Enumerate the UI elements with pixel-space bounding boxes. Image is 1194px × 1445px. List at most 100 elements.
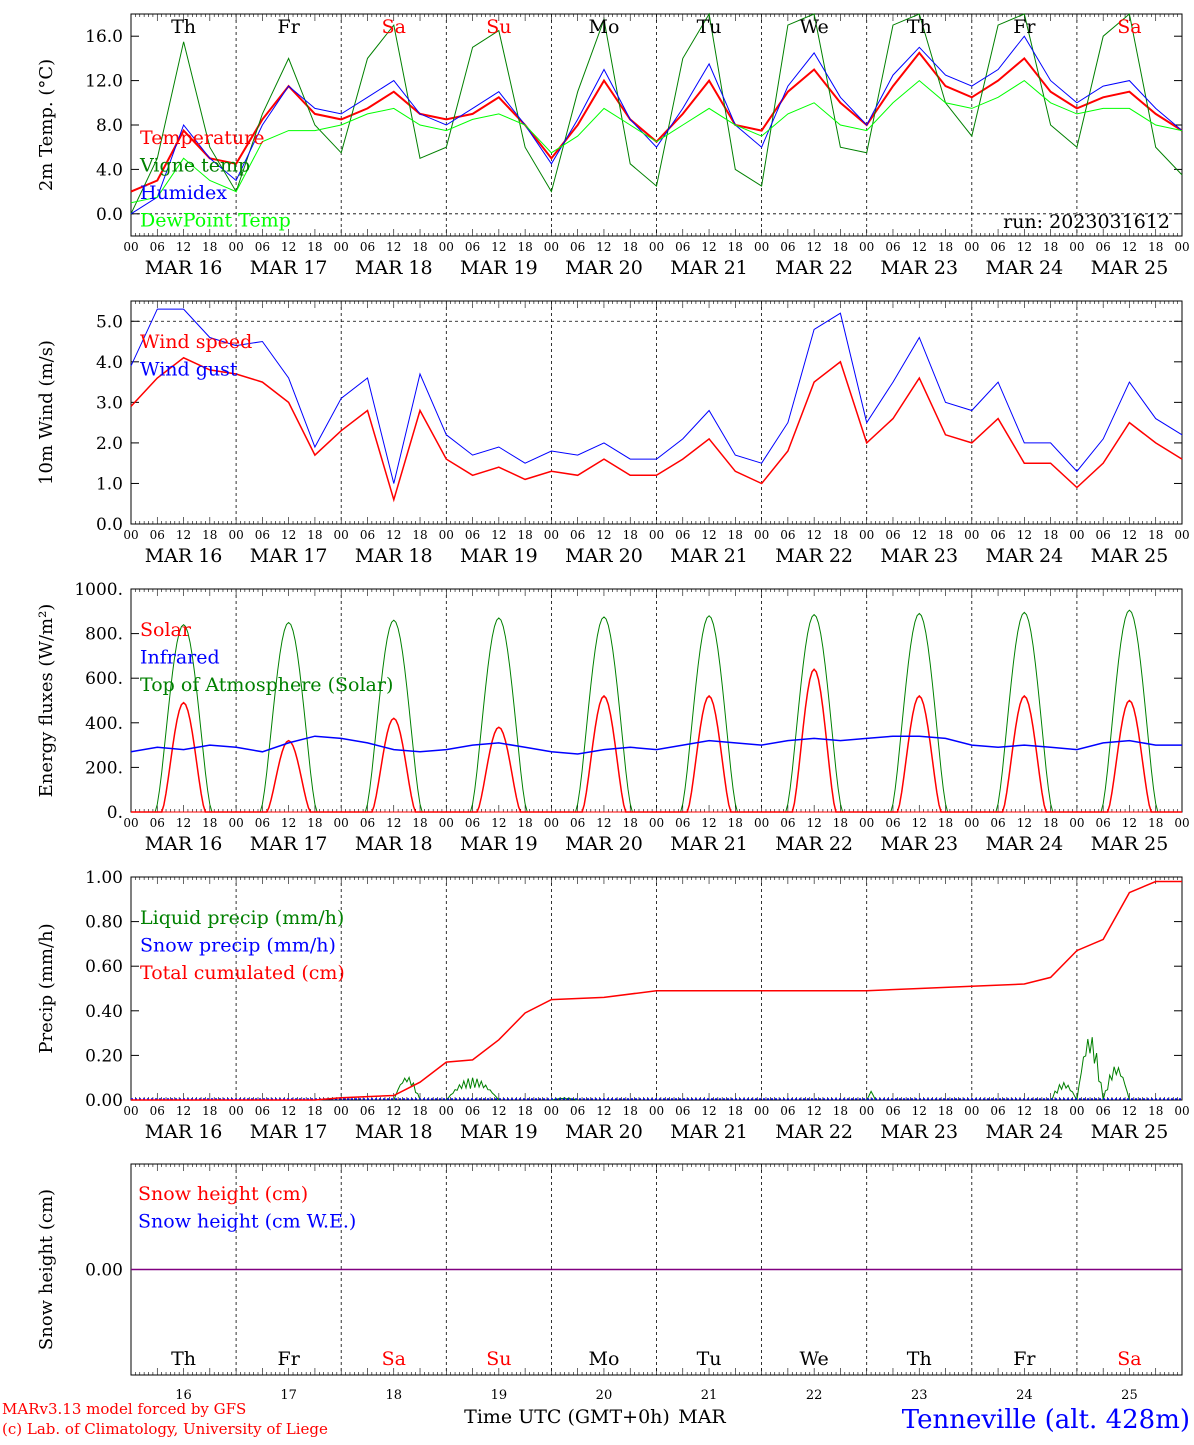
hour-tick-label: 18 <box>938 1104 953 1118</box>
hour-tick-label: 06 <box>885 528 900 542</box>
hour-tick-label: 18 <box>202 1104 217 1118</box>
hour-tick-label: 12 <box>912 240 927 254</box>
date-label: MAR 18 <box>355 257 433 279</box>
hour-tick-label: 18 <box>1148 816 1163 830</box>
y-axis-label-1: 10m Wind (m/s) <box>36 340 57 485</box>
date-label: MAR 23 <box>880 1121 958 1143</box>
day-number-label: 20 <box>596 1388 613 1403</box>
hour-tick-label: 12 <box>386 528 401 542</box>
hour-tick-label: 18 <box>517 1104 532 1118</box>
hour-tick-label: 00 <box>334 240 349 254</box>
hour-tick-label: 06 <box>570 1104 585 1118</box>
date-label: MAR 17 <box>250 545 328 567</box>
date-label: MAR 20 <box>565 1121 643 1143</box>
weekday-label: Sa <box>1117 1348 1141 1370</box>
hour-tick-label: 06 <box>150 816 165 830</box>
y-tick-label: 8.0 <box>96 116 123 136</box>
legend-item: Snow precip (mm/h) <box>140 935 336 957</box>
hour-tick-label: 00 <box>1174 816 1189 830</box>
hour-tick-label: 12 <box>912 816 927 830</box>
hour-tick-label: 00 <box>859 1104 874 1118</box>
hour-tick-label: 06 <box>990 816 1005 830</box>
day-number-label: 22 <box>806 1388 823 1403</box>
date-label: MAR 17 <box>250 257 328 279</box>
hour-tick-label: 06 <box>360 816 375 830</box>
run-label: run: 2023031612 <box>1003 211 1170 233</box>
y-tick-label: 0.60 <box>85 957 123 977</box>
legend-item: DewPoint Temp <box>140 210 291 232</box>
hour-tick-label: 06 <box>150 240 165 254</box>
hour-tick-label: 12 <box>596 240 611 254</box>
hour-tick-label: 12 <box>701 528 716 542</box>
date-label: MAR 25 <box>1091 257 1169 279</box>
date-label: MAR 17 <box>250 1121 328 1143</box>
series-line <box>130 308 1183 484</box>
hour-tick-label: 00 <box>649 816 664 830</box>
legend-item: Wind gust <box>140 359 238 381</box>
x-axis-label: Time UTC (GMT+0h) <box>464 1406 670 1428</box>
hour-tick-label: 18 <box>938 240 953 254</box>
hour-tick-label: 06 <box>465 816 480 830</box>
y-tick-label: 0.00 <box>85 1091 123 1111</box>
hour-tick-label: 18 <box>202 528 217 542</box>
y-axis-label-2: Energy fluxes (W/m²) <box>36 604 57 798</box>
hour-tick-label: 06 <box>465 1104 480 1118</box>
hour-tick-label: 00 <box>649 528 664 542</box>
liquid-precip-line <box>866 1090 876 1101</box>
hour-tick-label: 00 <box>1174 528 1189 542</box>
date-label: MAR 17 <box>250 833 328 855</box>
hour-tick-label: 00 <box>859 816 874 830</box>
legend-item: Snow height (cm W.E.) <box>138 1211 356 1233</box>
legend-item: Temperature <box>140 127 264 149</box>
date-label: MAR 20 <box>565 833 643 855</box>
y-tick-label: 4.0 <box>96 353 123 373</box>
hour-tick-label: 18 <box>1148 528 1163 542</box>
hour-tick-label: 00 <box>1174 1104 1189 1118</box>
hour-tick-label: 18 <box>1043 240 1058 254</box>
hour-tick-label: 18 <box>202 240 217 254</box>
hour-tick-label: 06 <box>675 528 690 542</box>
date-label: MAR 21 <box>670 545 748 567</box>
hour-tick-label: 06 <box>1096 528 1111 542</box>
legend-item: Total cumulated (cm) <box>140 962 345 984</box>
hour-tick-label: 18 <box>728 240 743 254</box>
date-label: MAR 24 <box>985 257 1063 279</box>
credit-line-1: MARv3.13 model forced by GFS <box>2 1400 246 1418</box>
legend-item: Top of Atmosphere (Solar) <box>140 674 393 696</box>
date-label: MAR 16 <box>145 545 223 567</box>
day-number-label: 17 <box>280 1388 297 1403</box>
hour-tick-label: 00 <box>964 240 979 254</box>
hour-tick-label: 12 <box>1017 816 1032 830</box>
hour-tick-label: 00 <box>123 240 138 254</box>
hour-tick-label: 00 <box>334 816 349 830</box>
month-label: MAR <box>678 1406 726 1428</box>
hour-tick-label: 06 <box>1096 240 1111 254</box>
date-label: MAR 16 <box>145 257 223 279</box>
day-number-label: 18 <box>385 1388 402 1403</box>
hour-tick-label: 00 <box>123 528 138 542</box>
y-tick-label: 200. <box>85 758 123 778</box>
hour-tick-label: 00 <box>439 528 454 542</box>
day-number-label: 19 <box>491 1388 508 1403</box>
y-tick-label: 0.00 <box>85 1261 123 1281</box>
date-label: MAR 21 <box>670 833 748 855</box>
hour-tick-label: 18 <box>623 816 638 830</box>
hour-tick-label: 12 <box>1122 528 1137 542</box>
series-line <box>130 35 1183 215</box>
hour-tick-label: 00 <box>1069 528 1084 542</box>
y-tick-label: 16.0 <box>85 27 123 47</box>
hour-tick-label: 12 <box>386 816 401 830</box>
hour-tick-label: 18 <box>833 528 848 542</box>
hour-tick-label: 06 <box>885 816 900 830</box>
legend-item: Snow height (cm) <box>138 1183 308 1205</box>
hour-tick-label: 12 <box>596 1104 611 1118</box>
date-label: MAR 16 <box>145 1121 223 1143</box>
hour-tick-label: 06 <box>570 240 585 254</box>
date-label: MAR 18 <box>355 1121 433 1143</box>
hour-tick-label: 06 <box>150 1104 165 1118</box>
hour-tick-label: 12 <box>176 1104 191 1118</box>
hour-tick-label: 12 <box>491 528 506 542</box>
hour-tick-label: 06 <box>990 1104 1005 1118</box>
date-label: MAR 25 <box>1091 833 1169 855</box>
